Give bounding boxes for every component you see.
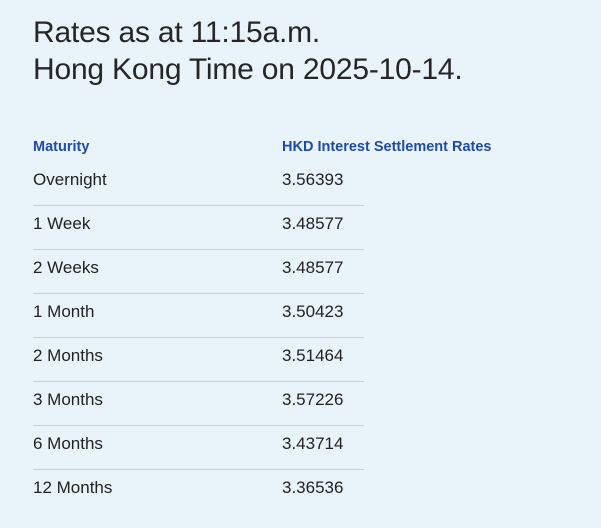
table-row: 2 Months 3.51464 — [33, 338, 364, 382]
maturity-cell: 6 Months — [33, 434, 103, 453]
column-header-rate: HKD Interest Settlement Rates — [282, 139, 492, 155]
title-line-date: Hong Kong Time on 2025-10-14. — [33, 53, 463, 86]
maturity-cell: 12 Months — [33, 478, 113, 497]
maturity-cell: 2 Months — [33, 346, 103, 365]
table-header: Maturity HKD Interest Settlement Rates — [33, 134, 573, 162]
table-row: 12 Months 3.36536 — [33, 470, 364, 513]
table-row: 1 Month 3.50423 — [33, 294, 364, 338]
maturity-cell: 2 Weeks — [33, 258, 99, 277]
table-row: 2 Weeks 3.48577 — [33, 250, 364, 294]
table-row: Overnight 3.56393 — [33, 162, 364, 206]
column-header-maturity: Maturity — [33, 139, 90, 155]
rate-cell: 3.57226 — [282, 390, 344, 409]
title-line-time: Rates as at 11:15a.m. — [33, 16, 321, 49]
rate-cell: 3.36536 — [282, 478, 344, 497]
page-title: Rates as at 11:15a.m. Hong Kong Time on … — [33, 14, 463, 88]
rate-cell: 3.56393 — [282, 170, 344, 189]
table-row: 6 Months 3.43714 — [33, 426, 364, 470]
rates-table: Maturity HKD Interest Settlement Rates O… — [33, 134, 573, 513]
rate-cell: 3.50423 — [282, 302, 344, 321]
table-row: 3 Months 3.57226 — [33, 382, 364, 426]
maturity-cell: 3 Months — [33, 390, 103, 409]
rate-cell: 3.43714 — [282, 434, 344, 453]
rate-cell: 3.48577 — [282, 214, 344, 233]
rate-cell: 3.48577 — [282, 258, 344, 277]
table-row: 1 Week 3.48577 — [33, 206, 364, 250]
maturity-cell: 1 Month — [33, 302, 95, 321]
maturity-cell: 1 Week — [33, 214, 91, 233]
rate-cell: 3.51464 — [282, 346, 344, 365]
maturity-cell: Overnight — [33, 170, 107, 189]
